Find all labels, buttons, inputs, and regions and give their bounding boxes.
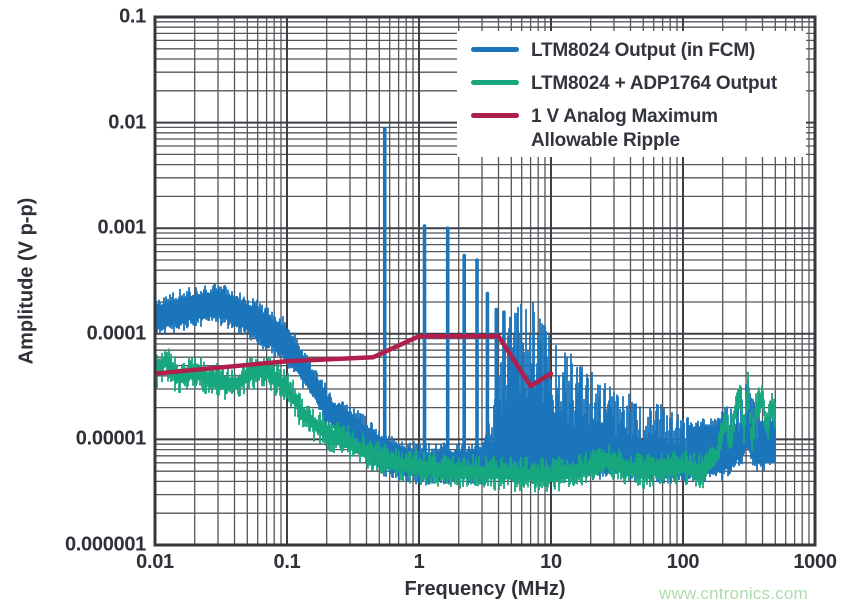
legend-label: 1 V Analog Maximum Allowable Ripple	[531, 106, 718, 151]
x-axis-title: Frequency (MHz)	[404, 578, 566, 600]
y-axis-title: Amplitude (V p-p)	[15, 197, 38, 365]
y-tick-label: 0.00001	[75, 427, 147, 450]
legend-label: LTM8024 + ADP1764 Output	[531, 73, 777, 95]
x-tick-label: 1	[413, 551, 425, 573]
y-tick-label: 0.1	[119, 5, 146, 28]
legend-line-swatch	[471, 80, 519, 86]
x-tick-label: 0.01	[136, 551, 174, 573]
legend-item: 1 V Analog Maximum Allowable Ripple	[457, 105, 806, 151]
legend-line-swatch	[471, 113, 519, 119]
series-ltm8024-spikes	[382, 126, 506, 478]
y-tick-label: 0.000001	[64, 533, 146, 556]
legend-item: LTM8024 Output (in FCM)	[457, 39, 806, 62]
legend: LTM8024 Output (in FCM) LTM8024 + ADP176…	[457, 31, 806, 157]
watermark: www.cntronics.com	[659, 584, 808, 603]
legend-item: LTM8024 + ADP1764 Output	[457, 72, 806, 95]
legend-label: LTM8024 Output (in FCM)	[531, 40, 756, 61]
x-tick-label: 0.1	[273, 551, 301, 573]
series-adp1764-line	[156, 348, 776, 493]
legend-line-swatch	[471, 47, 519, 52]
x-tick-label: 10	[540, 551, 562, 573]
plot-border	[153, 15, 817, 547]
x-tick-label: 100	[666, 551, 700, 573]
y-tick-label: 0.001	[97, 216, 146, 239]
y-tick-label: 0.01	[108, 111, 146, 134]
x-tick-label: 1000	[793, 551, 837, 573]
series-ripple-limit-line	[156, 333, 554, 389]
y-tick-label: 0.0001	[86, 322, 147, 345]
